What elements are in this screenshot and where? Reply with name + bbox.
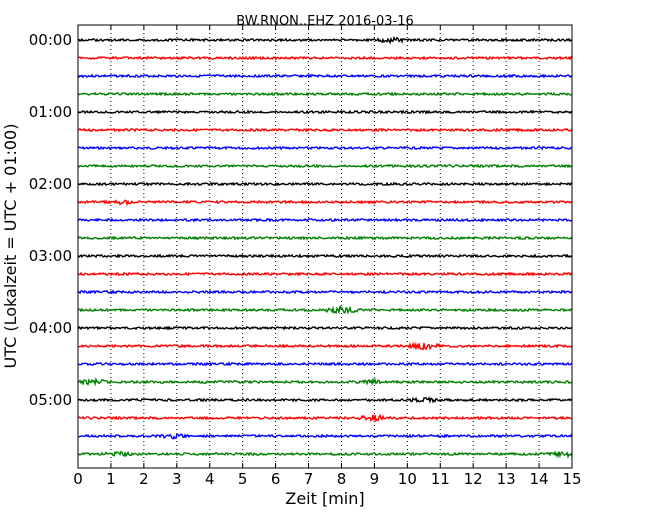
seismic-trace (77, 55, 573, 61)
seismic-trace (77, 413, 573, 423)
x-tick-label: 8 (337, 470, 347, 488)
seismic-trace (77, 217, 573, 223)
seismic-trace (77, 396, 573, 404)
seismic-trace (77, 253, 573, 259)
x-tick-label: 2 (139, 470, 149, 488)
seismic-trace (77, 91, 573, 97)
y-tick-label: 03:00 (29, 247, 72, 265)
seismic-trace (77, 199, 573, 207)
x-tick-label: 15 (562, 470, 581, 488)
seismic-trace (77, 127, 573, 133)
chart-title: BW.RNON..EHZ 2016-03-16 (236, 14, 414, 29)
seismic-trace (77, 145, 573, 151)
y-axis-label: UTC (Lokalzeit = UTC + 01:00) (1, 124, 20, 369)
seismic-trace (77, 163, 573, 169)
x-tick-label: 9 (370, 470, 380, 488)
x-tick-label: 12 (464, 470, 483, 488)
x-tick-label: 6 (271, 470, 281, 488)
y-tick-label: 02:00 (29, 175, 72, 193)
y-tick-label: 05:00 (29, 391, 72, 409)
seismic-trace (77, 235, 573, 241)
seismic-trace (77, 305, 573, 315)
grid (110, 25, 540, 468)
x-tick-label: 4 (205, 470, 215, 488)
seismic-trace (77, 376, 573, 387)
seismic-trace (77, 289, 573, 295)
plot-frame (77, 24, 573, 469)
seismic-trace (77, 35, 573, 45)
x-tick-label: 7 (304, 470, 314, 488)
seismic-trace (77, 450, 573, 459)
x-tick-label: 5 (238, 470, 248, 488)
seismic-trace (77, 73, 573, 79)
seismic-trace (77, 361, 573, 367)
x-tick-label: 1 (106, 470, 116, 488)
axes: 0 1 2 3 4 5 6 7 8 9 10 11 12 13 14 1500:0001:0002:0003:… (29, 25, 582, 488)
seismic-trace (77, 271, 573, 277)
seismic-trace (77, 181, 573, 187)
y-tick-label: 00:00 (29, 31, 72, 49)
x-tick-label: 3 (172, 470, 182, 488)
x-axis-label: Zeit [min] (285, 489, 364, 508)
x-tick-label: 0 (73, 470, 83, 488)
y-tick-label: 04:00 (29, 319, 72, 337)
x-tick-label: 11 (431, 470, 450, 488)
seismic-trace (77, 325, 573, 331)
x-tick-label: 10 (398, 470, 417, 488)
seismic-trace (77, 341, 573, 351)
seismic-trace (77, 432, 573, 440)
x-tick-label: 14 (530, 470, 549, 488)
y-tick-label: 01:00 (29, 103, 72, 121)
trace-group (77, 35, 573, 459)
x-tick-label: 13 (497, 470, 516, 488)
seismic-trace (77, 109, 573, 115)
